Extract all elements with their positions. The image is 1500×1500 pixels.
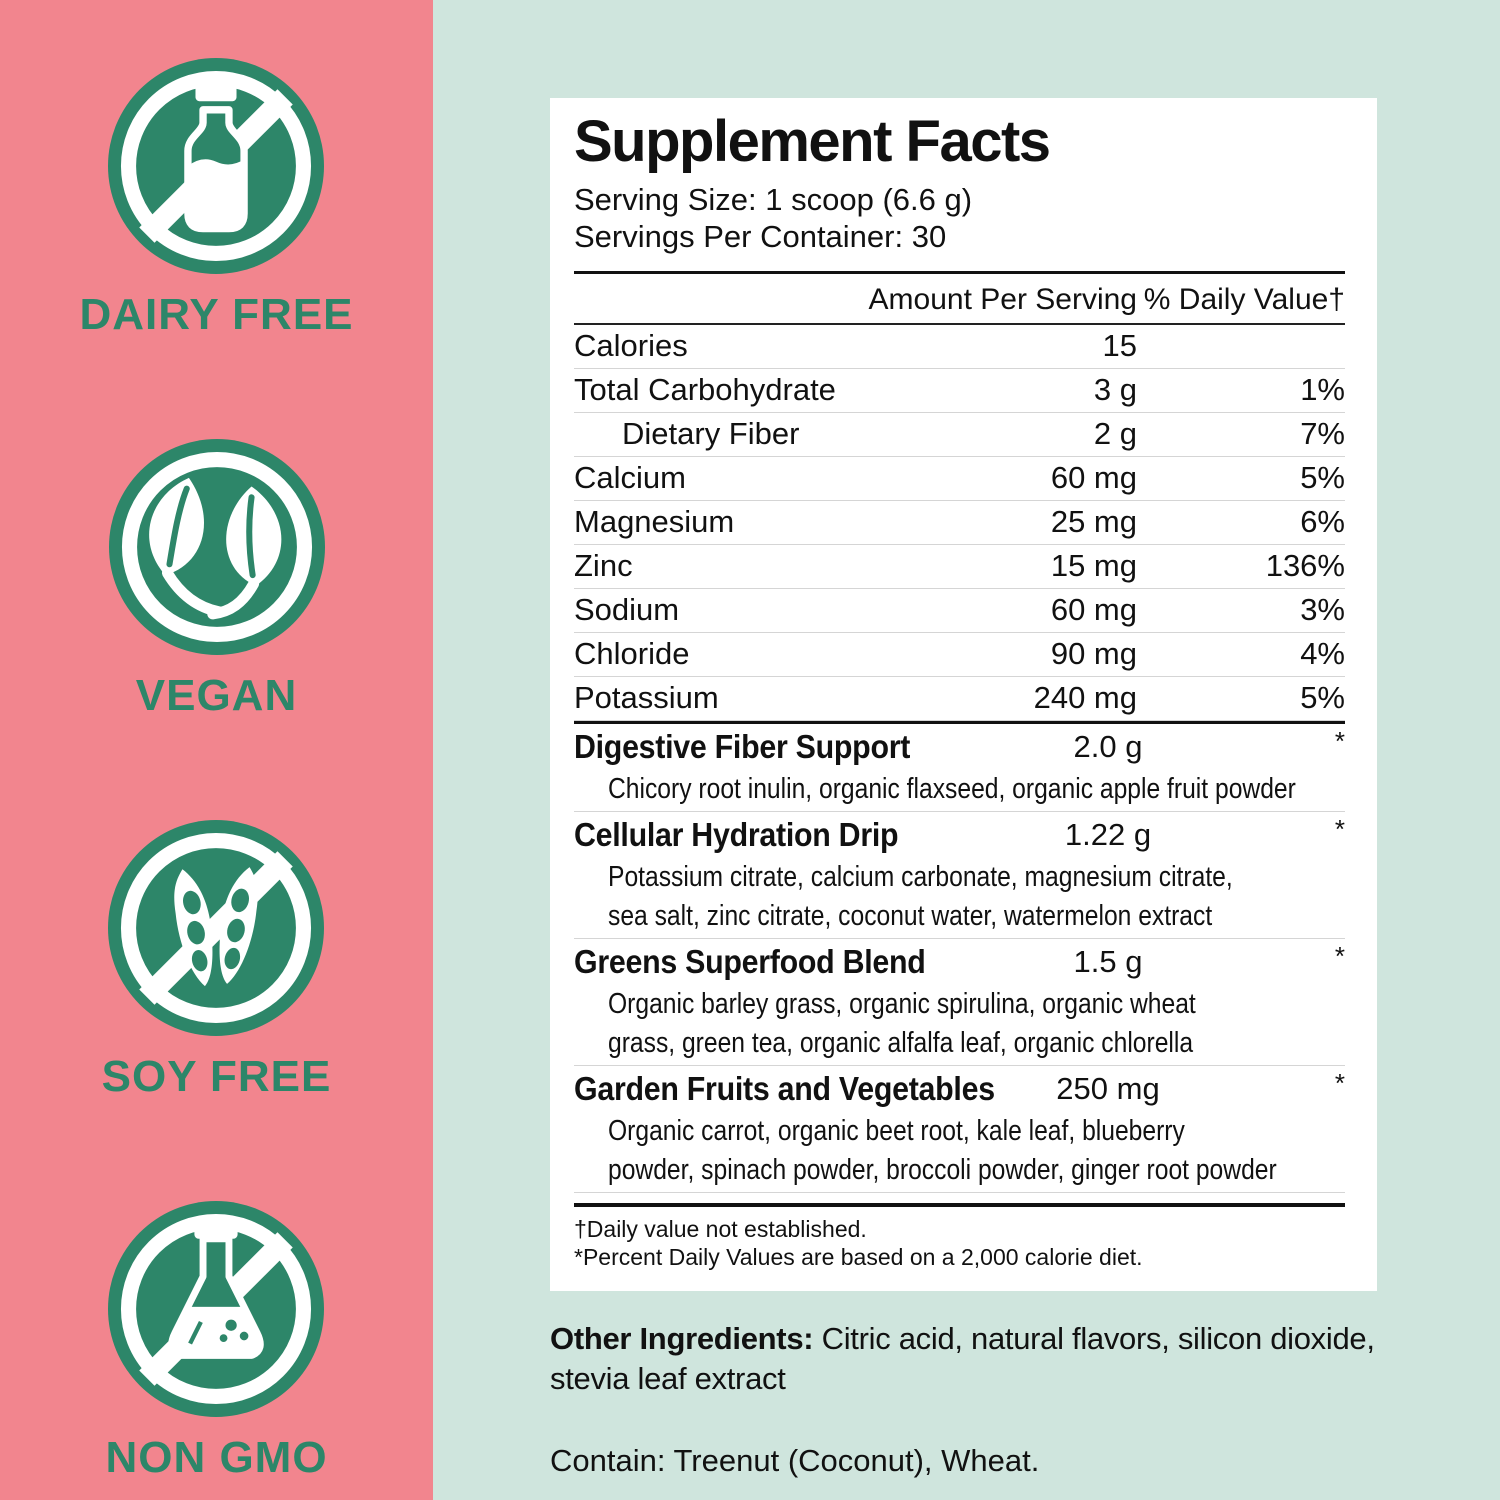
table-row: Calcium 60 mg 5%: [574, 457, 1345, 501]
other-ingredients-label: Other Ingredients:: [550, 1320, 814, 1356]
blend-ingredients: Organic barley grass, organic spirulina,…: [574, 985, 1345, 1063]
ingredient-line: Organic barley grass, organic spirulina,…: [608, 987, 1196, 1020]
nutrient-dv: 136%: [1265, 548, 1345, 584]
nutrient-label: Potassium: [574, 680, 719, 716]
nutrient-dv: 1%: [1300, 372, 1345, 408]
blend-name: Greens Superfood Blend: [574, 942, 926, 980]
table-row: Chloride 90 mg 4%: [574, 633, 1345, 677]
blend-dv: *: [1334, 940, 1345, 971]
badge-sidebar: DAIRY FREE VEGAN: [0, 0, 433, 1500]
nutrient-label: Calcium: [574, 460, 686, 496]
table-row: Calories 15: [574, 325, 1345, 369]
divider: [574, 1202, 1345, 1207]
blend-section: Garden Fruits and Vegetables 250 mg * Or…: [574, 1066, 1345, 1193]
ingredient-line: Potassium citrate, calcium carbonate, ma…: [608, 860, 1233, 893]
nutrient-label: Calories: [574, 328, 688, 364]
nutrient-amount: 240 mg: [1033, 680, 1137, 716]
allergen-statement: Contain: Treenut (Coconut), Wheat.: [550, 1442, 1040, 1478]
nutrient-dv: 5%: [1300, 680, 1345, 716]
blend-section: Greens Superfood Blend 1.5 g * Organic b…: [574, 939, 1345, 1066]
nutrient-dv: 5%: [1300, 460, 1345, 496]
ingredient-line: Chicory root inulin, organic flaxseed, o…: [608, 772, 1296, 805]
table-row: Potassium 240 mg 5%: [574, 677, 1345, 721]
blend-section: Digestive Fiber Support 2.0 g * Chicory …: [574, 724, 1345, 812]
badge-vegan: VEGAN: [108, 439, 325, 721]
nutrient-label: Total Carbohydrate: [574, 372, 836, 408]
other-ingredients: Other Ingredients: Citric acid, natural …: [550, 1319, 1430, 1399]
nutrient-amount: 3 g: [1093, 372, 1137, 408]
badge-label: VEGAN: [135, 671, 298, 720]
badge-label: SOY FREE: [101, 1052, 332, 1101]
table-row: Sodium 60 mg 3%: [574, 589, 1345, 633]
nutrient-amount: 15 mg: [1050, 548, 1137, 584]
nutrient-amount: 2 g: [1093, 416, 1137, 452]
nutrient-dv: 4%: [1300, 636, 1345, 672]
footnote-percent-dv: *Percent Daily Values are based on a 2,0…: [574, 1243, 1143, 1270]
badge-non-gmo: NON GMO: [105, 1201, 327, 1483]
ingredient-line: grass, green tea, organic alfalfa leaf, …: [608, 1026, 1194, 1059]
blend-ingredients: Organic carrot, organic beet root, kale …: [574, 1112, 1345, 1190]
blend-ingredients: Chicory root inulin, organic flaxseed, o…: [574, 770, 1345, 809]
label-panel: Supplement Facts Serving Size: 1 scoop (…: [433, 0, 1500, 1500]
blend-amount: 2.0 g: [1073, 728, 1143, 764]
blend-name: Digestive Fiber Support: [574, 727, 911, 765]
blend-dv: *: [1334, 1067, 1345, 1098]
supplement-facts-title: Supplement Facts: [574, 109, 1051, 174]
badge-soy-free: SOY FREE: [102, 820, 332, 1102]
blend-name: Cellular Hydration Drip: [574, 815, 899, 853]
supplement-facts-card: Supplement Facts Serving Size: 1 scoop (…: [550, 98, 1377, 1291]
blend-name: Garden Fruits and Vegetables: [574, 1069, 995, 1107]
ingredient-line: Organic carrot, organic beet root, kale …: [608, 1114, 1185, 1147]
leaves-icon: [108, 439, 325, 655]
flask-crossed-icon: [108, 1201, 325, 1417]
footnotes: †Daily value not established. *Percent D…: [574, 1215, 1345, 1271]
table-row: Magnesium 25 mg 6%: [574, 501, 1345, 545]
blend-dv: *: [1334, 813, 1345, 844]
nutrient-amount: 60 mg: [1050, 592, 1137, 628]
blend-section: Cellular Hydration Drip 1.22 g * Potassi…: [574, 812, 1345, 939]
nutrient-amount: 25 mg: [1050, 504, 1137, 540]
blend-amount: 1.22 g: [1064, 816, 1152, 852]
nutrient-amount: 90 mg: [1050, 636, 1137, 672]
nutrient-amount: 60 mg: [1050, 460, 1137, 496]
other-ingredients-text: Citric acid, natural flavors, silicon di…: [550, 1320, 1375, 1396]
blend-amount: 250 mg: [1056, 1070, 1160, 1106]
blend-amount: 1.5 g: [1073, 943, 1143, 979]
divider: [574, 720, 1345, 724]
ingredient-line: powder, spinach powder, broccoli powder,…: [608, 1153, 1277, 1186]
blend-dv: *: [1334, 725, 1345, 756]
column-header-amount: Amount Per Serving: [868, 282, 1137, 316]
table-header: Amount Per Serving % Daily Value†: [574, 274, 1345, 325]
soybean-pods-crossed-icon: [108, 820, 325, 1036]
divider: [574, 270, 1345, 274]
ingredient-line: sea salt, zinc citrate, coconut water, w…: [608, 899, 1213, 932]
nutrient-label: Magnesium: [574, 504, 735, 540]
nutrient-amount: 15: [1102, 328, 1137, 364]
column-header-daily-value: % Daily Value†: [1143, 282, 1345, 316]
table-row: Dietary Fiber 2 g 7%: [574, 413, 1345, 457]
nutrient-label: Sodium: [574, 592, 680, 628]
badge-label: NON GMO: [105, 1433, 328, 1482]
nutrient-dv: 3%: [1300, 592, 1345, 628]
nutrient-label: Chloride: [574, 636, 690, 672]
milk-bottle-crossed-icon: [108, 58, 325, 274]
table-row: Zinc 15 mg 136%: [574, 545, 1345, 589]
nutrient-label: Dietary Fiber: [622, 416, 800, 452]
nutrient-label: Zinc: [574, 548, 633, 584]
badge-dairy-free: DAIRY FREE: [79, 58, 353, 340]
blend-ingredients: Potassium citrate, calcium carbonate, ma…: [574, 858, 1345, 936]
nutrient-dv: 7%: [1300, 416, 1345, 452]
nutrient-dv: 6%: [1300, 504, 1345, 540]
table-row: Total Carbohydrate 3 g 1%: [574, 369, 1345, 413]
footnote-daily-value: †Daily value not established.: [574, 1215, 867, 1242]
badge-label: DAIRY FREE: [79, 290, 354, 339]
servings-per-container: Servings Per Container: 30: [574, 218, 947, 254]
serving-size: Serving Size: 1 scoop (6.6 g): [574, 181, 973, 217]
